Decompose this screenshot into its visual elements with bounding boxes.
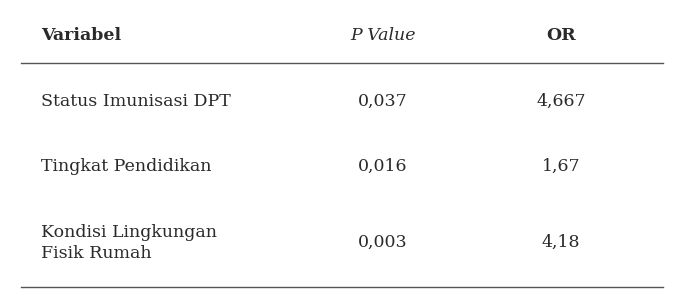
Text: 4,18: 4,18 <box>542 234 580 251</box>
Text: Tingkat Pendidikan: Tingkat Pendidikan <box>41 158 211 175</box>
Text: 0,003: 0,003 <box>358 234 408 251</box>
Text: Variabel: Variabel <box>41 27 121 44</box>
Text: Kondisi Lingkungan
Fisik Rumah: Kondisi Lingkungan Fisik Rumah <box>41 224 217 261</box>
Text: Status Imunisasi DPT: Status Imunisasi DPT <box>41 93 231 110</box>
Text: 0,016: 0,016 <box>358 158 408 175</box>
Text: OR: OR <box>546 27 576 44</box>
Text: 4,667: 4,667 <box>536 93 586 110</box>
Text: P Value: P Value <box>350 27 416 44</box>
Text: 1,67: 1,67 <box>542 158 580 175</box>
Text: 0,037: 0,037 <box>358 93 408 110</box>
